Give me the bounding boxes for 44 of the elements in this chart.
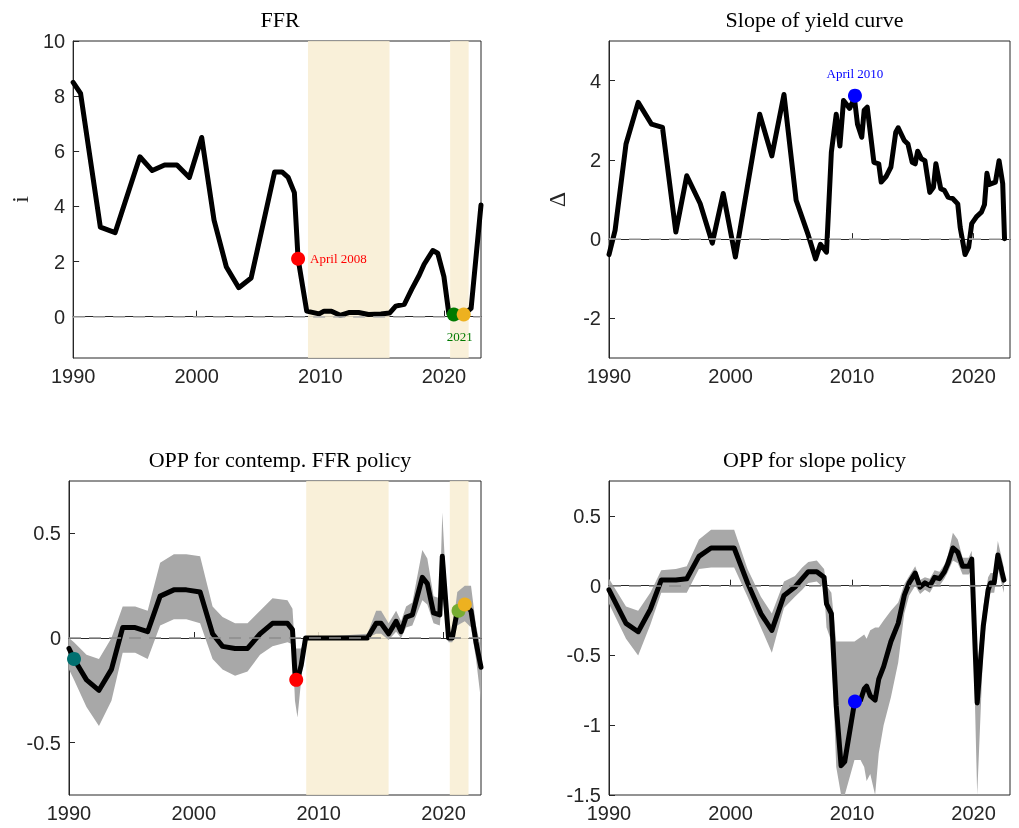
y-tick-label: 4 <box>54 195 66 218</box>
y-tick-label: 0.5 <box>33 522 61 545</box>
y-tick-label: -2 <box>583 307 601 330</box>
y-tick-label: 8 <box>54 85 66 108</box>
chart-title: OPP for slope policy <box>722 446 907 472</box>
point <box>457 597 472 612</box>
chart-title: OPP for contemp. FFR policy <box>148 446 412 472</box>
chart-title: Slope of yield curve <box>725 6 904 32</box>
x-tick-label: 2020 <box>951 365 996 387</box>
y-tick-label: 0 <box>589 228 601 251</box>
x-tick-label: 1990 <box>50 365 96 387</box>
y-tick-label: 2 <box>589 148 601 171</box>
annotation: April 2008 <box>310 251 367 267</box>
y-tick-label: 4 <box>589 69 601 92</box>
y-tick-label: -1 <box>583 714 601 737</box>
point <box>289 672 304 687</box>
x-tick-label: 2000 <box>708 802 753 824</box>
y-axis-title: Δ <box>544 191 570 208</box>
y-tick-label: 6 <box>54 140 66 163</box>
annotation: April 2010 <box>826 66 884 82</box>
x-tick-label: 1990 <box>586 365 632 387</box>
x-tick-label: 2000 <box>171 802 217 824</box>
annotation: 2021 <box>446 328 473 344</box>
x-tick-label: 1990 <box>46 802 92 824</box>
x-tick-label: 2010 <box>829 365 875 387</box>
y-tick-label: 0 <box>49 627 61 649</box>
x-tick-label: 2000 <box>708 365 753 387</box>
y-tick-label: 2 <box>54 250 66 273</box>
y-tick-label: -0.5 <box>26 731 61 754</box>
x-tick-label: 2010 <box>829 802 875 824</box>
y-tick-label: 0 <box>589 574 601 597</box>
x-tick-label: 2020 <box>421 365 467 387</box>
y-tick-label: -0.5 <box>566 644 601 667</box>
x-tick-label: 2020 <box>421 802 466 824</box>
y-tick-label: 0.5 <box>573 504 601 527</box>
y-tick-label: 0 <box>54 305 66 328</box>
y-axis-title: i <box>7 195 33 203</box>
x-tick-label: 2020 <box>951 802 996 824</box>
chart-title: FFR <box>260 6 300 32</box>
x-tick-label: 2010 <box>298 365 343 387</box>
x-tick-label: 2010 <box>296 802 341 824</box>
point <box>67 651 81 666</box>
y-tick-label: 10 <box>42 30 66 52</box>
x-tick-label: 2000 <box>174 365 219 387</box>
